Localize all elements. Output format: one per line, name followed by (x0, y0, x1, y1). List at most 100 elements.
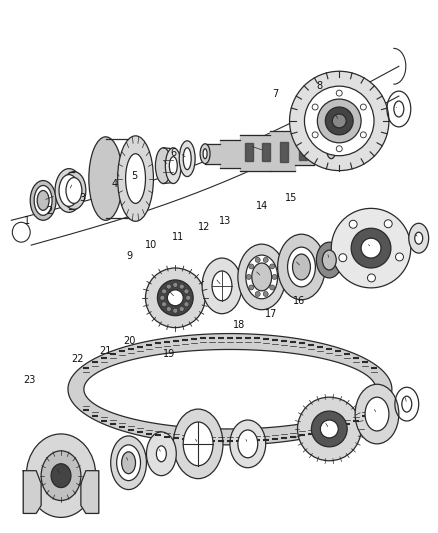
Text: 18: 18 (233, 320, 245, 330)
Polygon shape (23, 471, 41, 513)
Ellipse shape (402, 396, 412, 412)
Ellipse shape (117, 445, 141, 481)
Ellipse shape (170, 157, 177, 175)
Ellipse shape (166, 306, 171, 311)
Ellipse shape (173, 282, 178, 287)
Polygon shape (240, 135, 270, 171)
Polygon shape (294, 133, 314, 165)
Polygon shape (270, 131, 294, 171)
Text: 12: 12 (198, 222, 210, 232)
Ellipse shape (162, 289, 166, 294)
Ellipse shape (270, 264, 275, 269)
Ellipse shape (156, 446, 166, 462)
Polygon shape (262, 143, 270, 160)
Ellipse shape (145, 268, 205, 328)
Polygon shape (81, 471, 99, 513)
Ellipse shape (179, 284, 184, 289)
Ellipse shape (186, 295, 191, 300)
Text: 17: 17 (265, 309, 277, 319)
Ellipse shape (312, 104, 318, 110)
Ellipse shape (37, 190, 49, 211)
Ellipse shape (55, 168, 83, 212)
Ellipse shape (162, 302, 166, 307)
Ellipse shape (384, 220, 392, 228)
Text: 13: 13 (219, 216, 232, 227)
Ellipse shape (166, 284, 171, 289)
Ellipse shape (62, 172, 86, 209)
Ellipse shape (212, 271, 232, 301)
Ellipse shape (349, 220, 357, 228)
Ellipse shape (252, 263, 272, 291)
Ellipse shape (272, 274, 277, 279)
Ellipse shape (66, 177, 82, 204)
Polygon shape (300, 144, 307, 160)
Ellipse shape (336, 146, 342, 152)
Ellipse shape (263, 292, 268, 296)
Ellipse shape (336, 90, 342, 96)
Text: 9: 9 (127, 251, 133, 261)
Ellipse shape (165, 148, 181, 183)
Text: 20: 20 (124, 336, 136, 345)
Text: 2: 2 (46, 206, 53, 216)
Ellipse shape (160, 295, 165, 300)
Ellipse shape (355, 384, 399, 444)
Text: 7: 7 (272, 90, 279, 99)
Text: 16: 16 (293, 296, 306, 306)
Ellipse shape (367, 274, 375, 282)
Ellipse shape (332, 114, 346, 128)
Ellipse shape (396, 253, 403, 261)
Ellipse shape (238, 430, 258, 458)
Ellipse shape (146, 432, 176, 475)
Ellipse shape (238, 244, 286, 310)
Ellipse shape (290, 71, 389, 171)
Text: 10: 10 (145, 240, 158, 251)
Ellipse shape (41, 451, 81, 500)
Polygon shape (84, 350, 376, 429)
Text: 23: 23 (24, 375, 36, 385)
Ellipse shape (263, 257, 268, 262)
Ellipse shape (415, 232, 423, 244)
Text: 5: 5 (131, 172, 137, 181)
Ellipse shape (230, 420, 266, 468)
Ellipse shape (270, 285, 275, 290)
Ellipse shape (157, 280, 193, 316)
Ellipse shape (318, 99, 361, 143)
Ellipse shape (288, 247, 315, 287)
Ellipse shape (203, 149, 207, 159)
Polygon shape (205, 144, 220, 164)
Ellipse shape (331, 208, 411, 288)
Ellipse shape (249, 285, 254, 290)
Ellipse shape (34, 185, 52, 215)
Polygon shape (245, 143, 253, 160)
Ellipse shape (351, 228, 391, 268)
Ellipse shape (200, 144, 210, 164)
Ellipse shape (12, 222, 30, 242)
Ellipse shape (173, 308, 178, 313)
Text: 22: 22 (71, 354, 84, 364)
Polygon shape (279, 142, 288, 161)
Ellipse shape (325, 107, 353, 135)
Ellipse shape (322, 250, 336, 270)
Text: 15: 15 (285, 192, 297, 203)
Ellipse shape (255, 292, 260, 296)
Ellipse shape (320, 420, 338, 438)
Ellipse shape (312, 132, 318, 138)
Text: 19: 19 (163, 349, 175, 359)
Ellipse shape (339, 254, 347, 262)
Polygon shape (220, 140, 240, 168)
Ellipse shape (246, 255, 278, 299)
Ellipse shape (311, 411, 347, 447)
Ellipse shape (173, 409, 223, 479)
Ellipse shape (26, 434, 96, 518)
Ellipse shape (316, 242, 342, 278)
Text: 4: 4 (112, 180, 118, 189)
Text: 14: 14 (256, 200, 268, 211)
Ellipse shape (394, 101, 404, 117)
Ellipse shape (249, 264, 254, 269)
Ellipse shape (326, 137, 336, 159)
Text: 6: 6 (170, 148, 177, 158)
Ellipse shape (304, 86, 374, 156)
Text: 1: 1 (25, 216, 31, 227)
Ellipse shape (278, 234, 325, 300)
Text: 8: 8 (316, 82, 322, 92)
